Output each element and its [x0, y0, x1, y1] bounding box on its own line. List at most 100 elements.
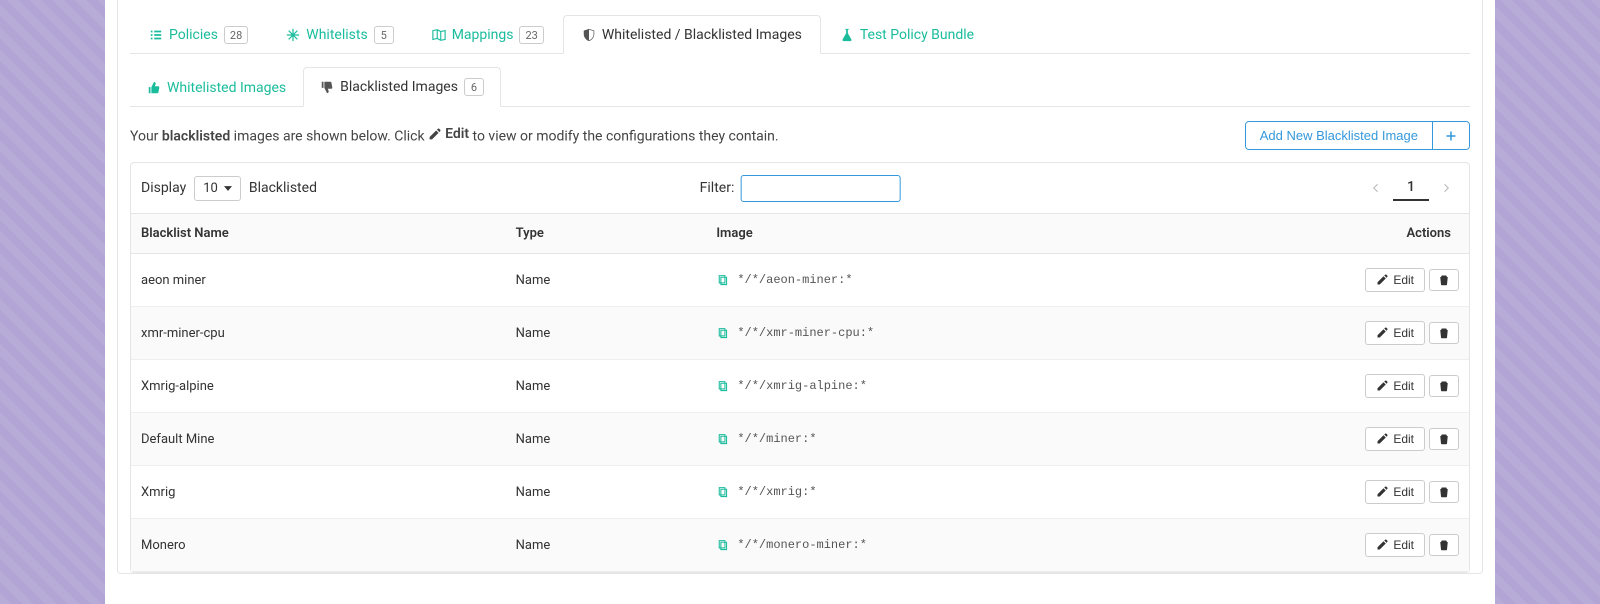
- trash-icon: [1438, 380, 1450, 392]
- trash-icon: [1438, 274, 1450, 286]
- cell-image: */*/xmrig:*: [706, 466, 1329, 519]
- edit-icon: [1376, 486, 1388, 498]
- pager-current[interactable]: 1: [1393, 175, 1429, 201]
- pager: 1: [1363, 175, 1459, 201]
- delete-button[interactable]: [1429, 428, 1459, 450]
- description-text: Your blacklisted images are shown below.…: [130, 126, 779, 145]
- subtab-blacklisted[interactable]: Blacklisted Images 6: [303, 67, 501, 107]
- tab-label: Mappings: [452, 27, 514, 43]
- tab-mappings[interactable]: Mappings 23: [413, 15, 563, 54]
- cell-type: Name: [506, 360, 707, 413]
- pager-next[interactable]: [1433, 175, 1459, 201]
- col-type: Type: [506, 214, 707, 254]
- cell-type: Name: [506, 519, 707, 572]
- tab-label: Test Policy Bundle: [860, 27, 974, 43]
- delete-button[interactable]: [1429, 375, 1459, 397]
- add-blacklisted-button-group: Add New Blacklisted Image: [1245, 121, 1470, 150]
- cell-image: */*/xmrig-alpine:*: [706, 360, 1329, 413]
- trash-icon: [1438, 539, 1450, 551]
- caret-down-icon: [224, 186, 232, 191]
- thumbs-up-icon: [147, 81, 161, 95]
- cell-name: Xmrig: [131, 466, 506, 519]
- add-blacklisted-plus[interactable]: [1432, 122, 1469, 149]
- table-row: Xmrig-alpineName*/*/xmrig-alpine:*Edit: [131, 360, 1469, 413]
- cell-image: */*/monero-miner:*: [706, 519, 1329, 572]
- edit-icon: [1376, 433, 1388, 445]
- main-tabs: Policies 28 Whitelists 5 Mappings 23 Whi…: [130, 14, 1470, 54]
- add-blacklisted-button[interactable]: Add New Blacklisted Image: [1246, 122, 1432, 149]
- edit-button[interactable]: Edit: [1365, 321, 1425, 345]
- cell-image: */*/aeon-miner:*: [706, 254, 1329, 307]
- delete-button[interactable]: [1429, 269, 1459, 291]
- cell-actions: Edit: [1329, 360, 1469, 413]
- shield-icon: [582, 28, 596, 42]
- delete-button[interactable]: [1429, 534, 1459, 556]
- edit-button[interactable]: Edit: [1365, 374, 1425, 398]
- cell-name: Monero: [131, 519, 506, 572]
- image-pattern: */*/aeon-miner:*: [737, 273, 852, 287]
- edit-icon: [1376, 274, 1388, 286]
- edit-button[interactable]: Edit: [1365, 268, 1425, 292]
- edit-icon: [1376, 327, 1388, 339]
- copy-icon[interactable]: [716, 433, 729, 446]
- edit-button[interactable]: Edit: [1365, 427, 1425, 451]
- thumbs-down-icon: [320, 80, 334, 94]
- image-pattern: */*/xmrig-alpine:*: [737, 379, 867, 393]
- pager-prev[interactable]: [1363, 175, 1389, 201]
- blacklist-table: Blacklist Name Type Image Actions aeon m…: [131, 213, 1469, 572]
- edit-button[interactable]: Edit: [1365, 480, 1425, 504]
- list-icon: [149, 28, 163, 42]
- tab-count: 28: [224, 26, 248, 44]
- sub-tabs: Whitelisted Images Blacklisted Images 6: [130, 66, 1470, 107]
- edit-button[interactable]: Edit: [1365, 533, 1425, 557]
- table-row: xmr-miner-cpuName*/*/xmr-miner-cpu:*Edit: [131, 307, 1469, 360]
- image-pattern: */*/xmr-miner-cpu:*: [737, 326, 874, 340]
- filter-label: Filter:: [700, 180, 735, 196]
- subtab-count: 6: [464, 78, 484, 96]
- edit-icon: [428, 128, 441, 141]
- snowflake-icon: [286, 28, 300, 42]
- subtab-label: Blacklisted Images: [340, 79, 458, 95]
- subtab-whitelisted[interactable]: Whitelisted Images: [130, 67, 303, 107]
- col-name: Blacklist Name: [131, 214, 506, 254]
- cell-name: aeon miner: [131, 254, 506, 307]
- tab-policies[interactable]: Policies 28: [130, 15, 267, 54]
- copy-icon[interactable]: [716, 380, 729, 393]
- tab-label: Whitelisted / Blacklisted Images: [602, 27, 802, 43]
- col-image: Image: [706, 214, 1329, 254]
- flask-icon: [840, 28, 854, 42]
- cell-actions: Edit: [1329, 413, 1469, 466]
- table-row: XmrigName */*/xmrig:* Edit: [131, 466, 1469, 519]
- copy-icon[interactable]: [716, 274, 729, 287]
- subtab-label: Whitelisted Images: [167, 80, 286, 96]
- cell-type: Name: [506, 413, 707, 466]
- tab-count: 5: [374, 26, 394, 44]
- edit-icon: [1376, 380, 1388, 392]
- col-actions: Actions: [1329, 214, 1469, 254]
- cell-type: Name: [506, 254, 707, 307]
- cell-type: Name: [506, 466, 707, 519]
- copy-icon[interactable]: [716, 486, 729, 499]
- table-row: MoneroName */*/monero-miner:* Edit: [131, 519, 1469, 572]
- image-pattern: */*/xmrig:*: [737, 485, 816, 499]
- cell-name: xmr-miner-cpu: [131, 307, 506, 360]
- cell-image: */*/xmr-miner-cpu:*: [706, 307, 1329, 360]
- tab-label: Policies: [169, 27, 218, 43]
- image-pattern: */*/miner:*: [737, 432, 816, 446]
- tab-whitelists[interactable]: Whitelists 5: [267, 15, 412, 54]
- tab-count: 23: [519, 26, 543, 44]
- trash-icon: [1438, 327, 1450, 339]
- image-pattern: */*/monero-miner:*: [737, 538, 867, 552]
- copy-icon[interactable]: [716, 327, 729, 340]
- table-row: aeon minerName */*/aeon-miner:* Edit: [131, 254, 1469, 307]
- delete-button[interactable]: [1429, 481, 1459, 503]
- display-select[interactable]: 10: [194, 176, 241, 201]
- blacklist-table-panel: Display 10 Blacklisted Filter: 1: [130, 162, 1470, 573]
- tab-test-policy-bundle[interactable]: Test Policy Bundle: [821, 15, 993, 54]
- table-row: Default MineName */*/miner:* Edit: [131, 413, 1469, 466]
- copy-icon[interactable]: [716, 539, 729, 552]
- cell-name: Default Mine: [131, 413, 506, 466]
- tab-whitelist-blacklist-images[interactable]: Whitelisted / Blacklisted Images: [563, 15, 821, 54]
- delete-button[interactable]: [1429, 322, 1459, 344]
- filter-input[interactable]: [740, 175, 900, 202]
